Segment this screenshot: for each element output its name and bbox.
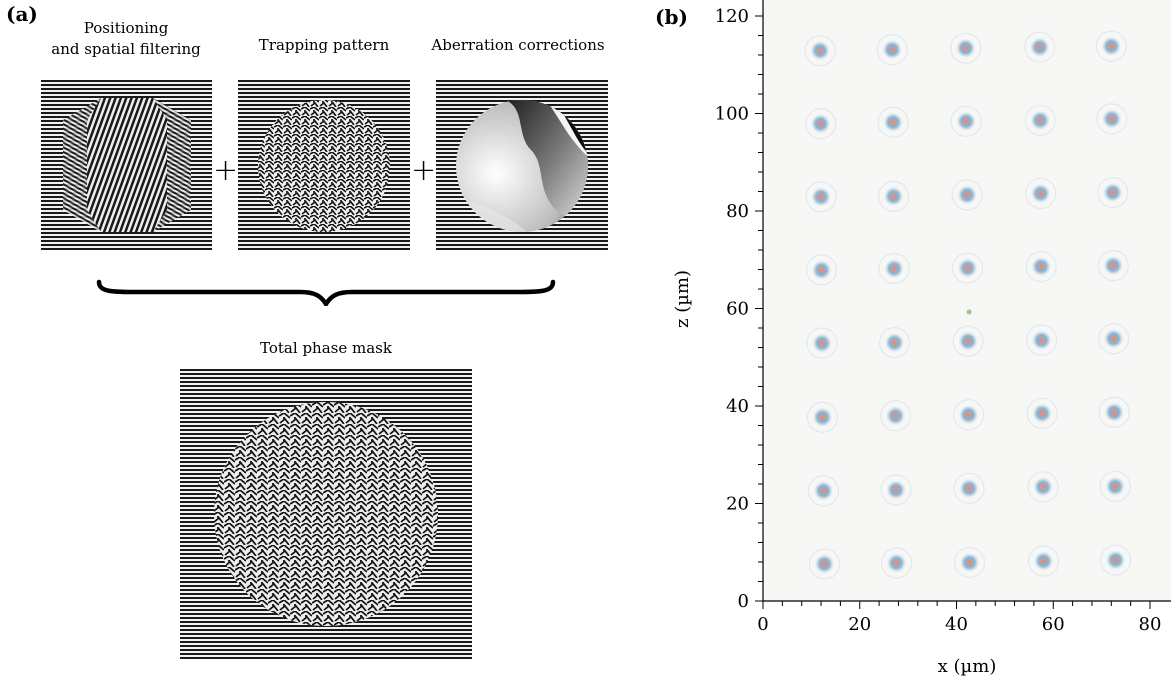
positioning-mask-pattern bbox=[63, 98, 191, 232]
trap-spot bbox=[1098, 396, 1130, 428]
stray-spot bbox=[966, 309, 972, 315]
trap-spot bbox=[952, 325, 984, 357]
trap-spot bbox=[804, 108, 837, 140]
trapping-mask-pattern bbox=[258, 100, 390, 232]
y-tick-label: 100 bbox=[715, 104, 749, 125]
trap-spot bbox=[876, 34, 908, 66]
x-axis-label: x (µm) bbox=[938, 656, 997, 677]
caption-positioning-line2: and spatial filtering bbox=[51, 40, 201, 58]
trap-spot bbox=[1025, 177, 1057, 210]
trap-spot bbox=[1025, 250, 1057, 283]
trap-spot bbox=[951, 179, 983, 211]
trap-spot bbox=[804, 35, 836, 67]
plus-sign-1: + bbox=[213, 153, 239, 188]
x-tick-label: 20 bbox=[848, 614, 871, 635]
y-tick-label: 120 bbox=[715, 6, 749, 27]
y-tick-label: 0 bbox=[738, 591, 749, 612]
trap-spot bbox=[808, 548, 841, 580]
trap-spot bbox=[878, 327, 911, 359]
trap-spot bbox=[1096, 103, 1128, 135]
trap-spot bbox=[1099, 470, 1131, 503]
panel-b-label: (b) bbox=[655, 5, 688, 29]
x-tick-label: 60 bbox=[1042, 614, 1065, 635]
plot-background bbox=[763, 0, 1171, 601]
y-tick-label: 80 bbox=[726, 201, 749, 222]
x-tick-label: 0 bbox=[757, 614, 768, 635]
caption-total: Total phase mask bbox=[260, 339, 392, 357]
x-tick-label: 40 bbox=[945, 614, 968, 635]
total-mask-pattern bbox=[214, 402, 438, 626]
y-tick-label: 40 bbox=[726, 396, 749, 417]
trap-spot bbox=[1024, 31, 1056, 63]
trap-spot bbox=[877, 106, 909, 138]
trap-array-chart: 0 20 40 60 80 0 20 40 60 80 100 120 x (µm) z (µm) bbox=[672, 0, 1171, 677]
trap-spot bbox=[805, 254, 838, 286]
trap-spot bbox=[1024, 104, 1056, 136]
trap-spot bbox=[1097, 250, 1129, 282]
trap-spot bbox=[880, 547, 913, 579]
positioning-mask-image bbox=[41, 80, 212, 250]
trap-spot bbox=[805, 181, 837, 213]
trap-spot bbox=[952, 252, 984, 284]
trap-spot bbox=[807, 475, 840, 507]
plus-sign-2: + bbox=[411, 153, 437, 188]
trap-spot bbox=[880, 474, 912, 506]
trap-spot bbox=[1100, 544, 1132, 576]
caption-positioning: Positioning and spatial filtering bbox=[40, 18, 212, 60]
trap-spot bbox=[950, 105, 982, 137]
trap-spot bbox=[1095, 30, 1127, 62]
trap-spot bbox=[950, 32, 982, 64]
trapping-mask-image bbox=[238, 80, 410, 250]
caption-positioning-line1: Positioning bbox=[83, 19, 169, 37]
trap-spot bbox=[1026, 324, 1058, 356]
trap-spot bbox=[1097, 176, 1129, 209]
trap-spot bbox=[878, 252, 910, 285]
caption-aberration: Aberration corrections bbox=[431, 36, 605, 54]
trap-spot bbox=[806, 401, 839, 433]
trap-spot bbox=[1026, 397, 1058, 429]
panel-a-label: (a) bbox=[6, 2, 38, 26]
trap-spot bbox=[953, 546, 986, 579]
aberration-mask-image bbox=[436, 80, 608, 250]
trap-spot bbox=[953, 472, 985, 504]
trap-spot bbox=[952, 399, 985, 431]
trap-spot bbox=[879, 400, 912, 432]
trap-spot bbox=[878, 180, 910, 212]
trap-spot bbox=[1027, 471, 1059, 503]
y-tick-label: 60 bbox=[726, 299, 749, 320]
y-axis-label: z (µm) bbox=[672, 270, 693, 328]
trap-spot bbox=[1027, 545, 1060, 577]
total-mask-image bbox=[180, 369, 472, 659]
curly-brace bbox=[96, 279, 556, 306]
trap-spot bbox=[1098, 323, 1130, 355]
aberration-mask-pattern bbox=[456, 100, 588, 232]
caption-trapping: Trapping pattern bbox=[258, 36, 390, 54]
trap-spot bbox=[806, 327, 838, 359]
y-tick-label: 20 bbox=[726, 494, 749, 515]
x-tick-label: 80 bbox=[1139, 614, 1162, 635]
